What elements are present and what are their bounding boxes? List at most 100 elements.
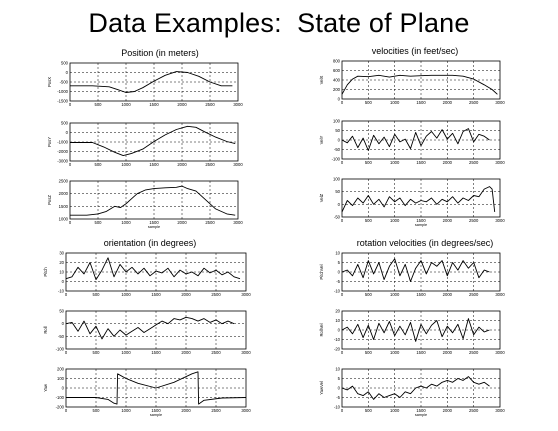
x-tick-label: 0 bbox=[341, 408, 344, 413]
y-tick-label: -10 bbox=[334, 405, 341, 410]
x-tick-label: 0 bbox=[341, 160, 344, 165]
x-tick-label: 1500 bbox=[149, 162, 159, 167]
x-tick-label: 2500 bbox=[211, 408, 221, 413]
y-tick-label: 10 bbox=[335, 318, 340, 323]
x-tick-label: 500 bbox=[93, 350, 101, 355]
x-tick-label: 2500 bbox=[469, 350, 479, 355]
y-tick-label: 600 bbox=[333, 68, 341, 73]
y-tick-label: -50 bbox=[334, 215, 341, 220]
x-tick-label: 1500 bbox=[416, 100, 426, 105]
x-tick-label: 2500 bbox=[469, 160, 479, 165]
x-tick-label: 500 bbox=[365, 292, 373, 297]
x-tick-label: 3000 bbox=[495, 218, 505, 223]
y-tick-label: 400 bbox=[333, 78, 341, 83]
x-tick-label: 2000 bbox=[443, 292, 453, 297]
y-tick-label: 200 bbox=[57, 367, 65, 372]
x-tick-label: 0 bbox=[341, 218, 344, 223]
x-tick-label: 1500 bbox=[416, 292, 426, 297]
series-line bbox=[70, 71, 233, 93]
y-axis-label: Pitch bbox=[43, 267, 48, 277]
series-line bbox=[65, 257, 241, 281]
series-line bbox=[341, 74, 498, 95]
y-tick-label: -3000 bbox=[57, 159, 68, 164]
y-tick-label: 0 bbox=[62, 321, 65, 326]
y-tick-label: 800 bbox=[333, 59, 341, 64]
x-tick-label: 2000 bbox=[443, 160, 453, 165]
x-tick-label: 1000 bbox=[390, 100, 400, 105]
x-tick-label: 500 bbox=[365, 218, 373, 223]
x-tick-label: 3000 bbox=[495, 408, 505, 413]
y-tick-label: 2000 bbox=[59, 191, 69, 196]
x-tick-label: 1500 bbox=[151, 408, 161, 413]
x-tick-label: 3000 bbox=[495, 160, 505, 165]
y-axis-label: PitchVel bbox=[319, 264, 324, 279]
x-axis-label: sample bbox=[150, 413, 162, 417]
y-tick-label: 5 bbox=[338, 376, 341, 381]
y-tick-label: -10 bbox=[58, 289, 65, 294]
y-tick-label: 0 bbox=[62, 386, 65, 391]
slide-title: Data Examples: State of Plane bbox=[88, 8, 470, 38]
y-axis-label: VelZ bbox=[319, 193, 324, 202]
x-tick-label: 1500 bbox=[416, 408, 426, 413]
x-tick-label: 2500 bbox=[211, 292, 221, 297]
y-tick-label: 200 bbox=[333, 87, 341, 92]
x-tick-label: 0 bbox=[65, 292, 68, 297]
y-tick-label: -20 bbox=[334, 347, 341, 352]
x-tick-label: 3000 bbox=[241, 350, 251, 355]
y-tick-label: -1000 bbox=[57, 140, 68, 145]
x-tick-label: 1000 bbox=[121, 162, 131, 167]
velocities-group-title: velocities (in feet/sec) bbox=[371, 46, 459, 56]
x-tick-label: 2500 bbox=[205, 102, 215, 107]
x-axis-label: sample bbox=[148, 225, 160, 229]
y-tick-label: 0 bbox=[338, 138, 341, 143]
x-tick-label: 2500 bbox=[469, 292, 479, 297]
y-axis-label: Yaw bbox=[43, 383, 48, 392]
y-tick-label: 50 bbox=[335, 189, 340, 194]
y-tick-label: 20 bbox=[59, 260, 64, 265]
x-tick-label: 3000 bbox=[233, 102, 243, 107]
y-tick-label: 0 bbox=[338, 270, 341, 275]
x-tick-label: 1500 bbox=[149, 102, 159, 107]
y-tick-label: -500 bbox=[60, 80, 69, 85]
x-tick-label: 500 bbox=[365, 350, 373, 355]
x-tick-label: 500 bbox=[95, 102, 103, 107]
series-line bbox=[341, 258, 490, 282]
y-tick-label: 50 bbox=[335, 128, 340, 133]
x-tick-label: 500 bbox=[95, 220, 103, 225]
x-tick-label: 1500 bbox=[416, 160, 426, 165]
y-tick-label: 2500 bbox=[59, 179, 69, 184]
x-tick-label: 500 bbox=[365, 100, 373, 105]
y-tick-label: -50 bbox=[334, 147, 341, 152]
y-tick-label: 0 bbox=[338, 386, 341, 391]
x-tick-label: 1500 bbox=[149, 220, 159, 225]
y-tick-label: 1000 bbox=[59, 217, 69, 222]
x-tick-label: 3000 bbox=[241, 292, 251, 297]
x-tick-label: 1500 bbox=[416, 350, 426, 355]
y-tick-label: -50 bbox=[58, 334, 65, 339]
x-tick-label: 1000 bbox=[121, 408, 131, 413]
x-tick-label: 500 bbox=[365, 160, 373, 165]
x-tick-label: 1000 bbox=[121, 102, 131, 107]
x-tick-label: 3000 bbox=[495, 350, 505, 355]
x-tick-label: 3000 bbox=[495, 292, 505, 297]
x-tick-label: 0 bbox=[341, 100, 344, 105]
series-line bbox=[70, 185, 236, 216]
y-axis-label: VelY bbox=[319, 135, 324, 144]
x-tick-label: 2000 bbox=[177, 220, 187, 225]
x-tick-label: 0 bbox=[69, 162, 72, 167]
y-tick-label: 50 bbox=[59, 309, 64, 314]
x-tick-label: 3000 bbox=[495, 100, 505, 105]
x-tick-label: 500 bbox=[95, 162, 103, 167]
series-line bbox=[341, 318, 490, 342]
position-group-title: Position (in meters) bbox=[121, 48, 199, 58]
y-tick-label: 10 bbox=[335, 367, 340, 372]
x-tick-label: 2000 bbox=[181, 292, 191, 297]
y-tick-label: -100 bbox=[56, 347, 65, 352]
y-tick-label: -1500 bbox=[57, 99, 68, 104]
x-tick-label: 500 bbox=[365, 408, 373, 413]
